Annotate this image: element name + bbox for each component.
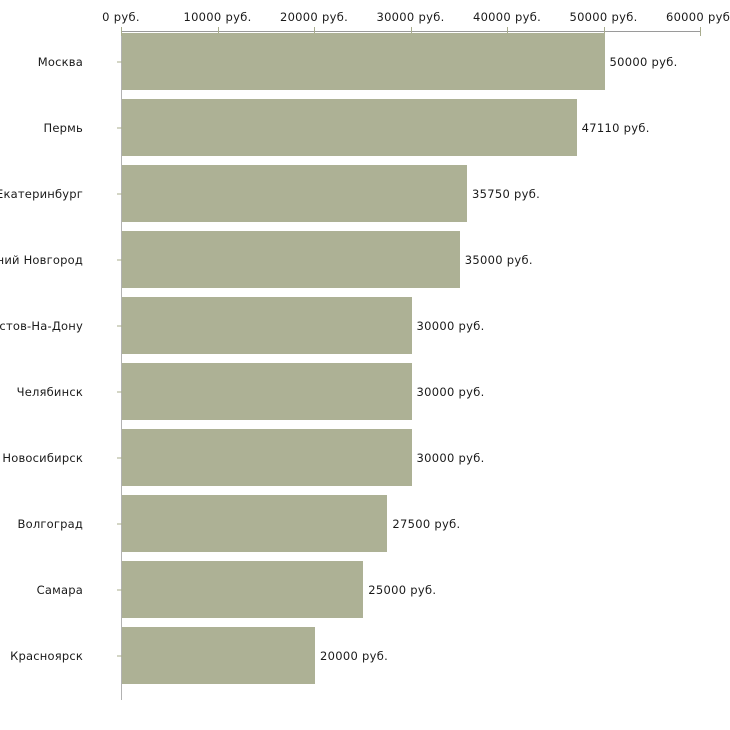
y-axis-tick <box>117 61 122 62</box>
bar[interactable] <box>122 363 412 420</box>
bar-row: Самара 25000 руб. <box>0 561 730 618</box>
category-label: Екатеринбург <box>0 186 83 201</box>
category-label: Красноярск <box>10 648 83 663</box>
bar-value-label: 30000 руб. <box>416 384 485 399</box>
bar-value-label: 47110 руб. <box>581 120 650 135</box>
bar-row: Москва 50000 руб. <box>0 33 730 90</box>
x-axis-tick <box>121 27 122 36</box>
bar-value-label: 50000 руб. <box>609 54 678 69</box>
x-axis-tick <box>410 27 412 36</box>
bar[interactable] <box>122 561 364 618</box>
x-axis-tick <box>700 27 701 36</box>
category-label: Ростов-На-Дону <box>0 318 83 333</box>
bar-value-label: 35000 руб. <box>464 252 533 267</box>
category-label: Новосибирск <box>2 450 83 465</box>
bar-value-label: 20000 руб. <box>320 648 389 663</box>
x-axis-tick <box>603 27 605 36</box>
bar[interactable] <box>122 429 412 486</box>
y-axis-tick <box>117 655 122 656</box>
x-axis-tick <box>217 27 219 36</box>
bar[interactable] <box>122 165 467 222</box>
y-axis-tick <box>117 457 122 458</box>
bar-row: Ростов-На-Дону 30000 руб. <box>0 297 730 354</box>
x-axis-tick <box>507 27 508 36</box>
y-axis-tick <box>117 259 122 260</box>
x-axis-tick-label: 10000 руб. <box>183 10 252 24</box>
x-axis-tick-label: 20000 руб. <box>279 10 349 24</box>
category-label: Волгоград <box>17 516 83 531</box>
category-label: Пермь <box>43 120 83 135</box>
x-axis-tick-label: 60000 руб. <box>665 10 730 24</box>
y-axis-tick <box>117 193 122 194</box>
bar[interactable] <box>122 33 605 90</box>
category-label: Челябинск <box>16 384 83 399</box>
y-axis-tick <box>117 391 122 392</box>
bar[interactable] <box>122 297 412 354</box>
bar[interactable] <box>122 99 577 156</box>
x-axis-tick-label: 40000 руб. <box>472 10 542 24</box>
y-axis-tick <box>117 127 122 128</box>
bar-value-label: 30000 руб. <box>416 318 485 333</box>
y-axis-tick <box>117 523 122 524</box>
bar-value-label: 27500 руб. <box>392 516 461 531</box>
bar-row: Нижний Новгород 35000 руб. <box>0 231 730 288</box>
bar-value-label: 25000 руб. <box>368 582 437 597</box>
category-label: Москва <box>37 54 83 69</box>
bar-row: Челябинск 30000 руб. <box>0 363 730 420</box>
x-axis-tick-label: 30000 руб. <box>376 10 445 24</box>
bar[interactable] <box>122 231 460 288</box>
bar-row: Пермь 47110 руб. <box>0 99 730 156</box>
y-axis-tick <box>117 589 122 590</box>
category-label: Нижний Новгород <box>0 252 83 267</box>
bar-value-label: 30000 руб. <box>416 450 485 465</box>
bar-row: Красноярск 20000 руб. <box>0 627 730 684</box>
bar-row: Волгоград 27500 руб. <box>0 495 730 552</box>
bar-row: Екатеринбург 35750 руб. <box>0 165 730 222</box>
bar-value-label: 35750 руб. <box>471 186 541 201</box>
bar[interactable] <box>122 495 388 552</box>
y-axis-tick <box>117 325 122 326</box>
category-label: Самара <box>36 582 83 597</box>
x-axis-tick-label: 0 руб. <box>102 10 140 24</box>
y-axis-line <box>121 31 122 700</box>
bar[interactable] <box>122 627 315 684</box>
bar-row: Новосибирск 30000 руб. <box>0 429 730 486</box>
x-axis-tick <box>314 27 315 36</box>
x-axis-tick-label: 50000 руб. <box>569 10 638 24</box>
